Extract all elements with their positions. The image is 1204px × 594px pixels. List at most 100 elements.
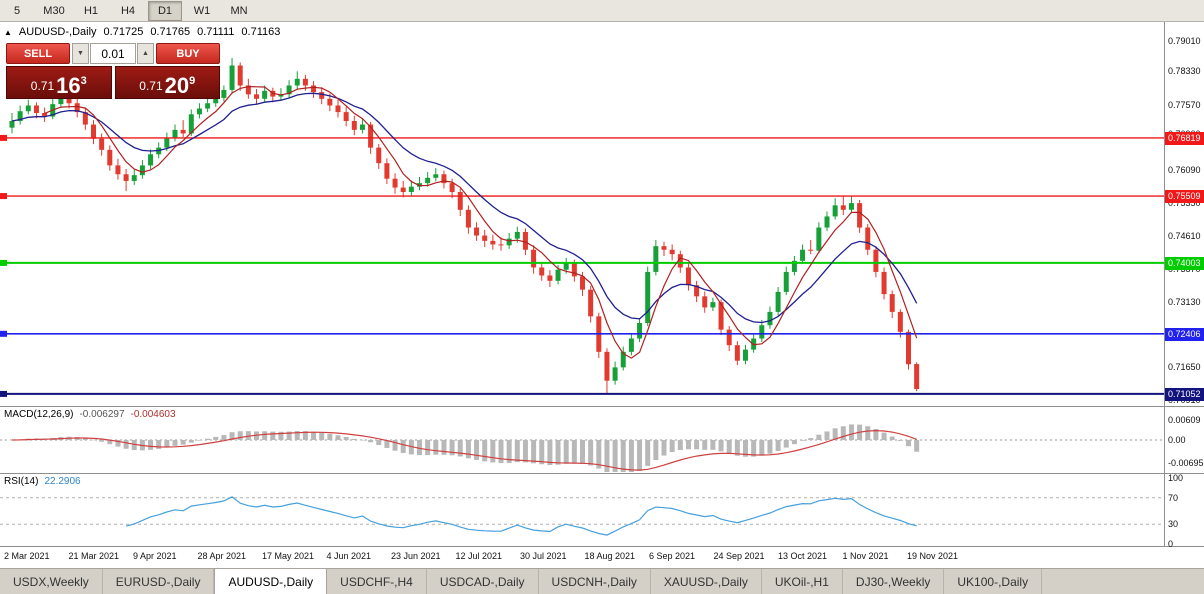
ohlc-low: 0.71111 <box>197 26 235 38</box>
line-left-marker <box>0 390 7 397</box>
timeframe-button-h4[interactable]: H4 <box>120 4 136 17</box>
date-tick-label: 13 Oct 2021 <box>778 551 828 561</box>
price-panel: ▲ AUDUSD-,Daily 0.71725 0.71765 0.71111 … <box>0 22 1204 407</box>
hline-price-label[interactable]: 0.74003 <box>1165 256 1204 270</box>
macd-main-value: -0.006297 <box>79 409 125 420</box>
macd-signal-value: -0.004603 <box>130 409 176 420</box>
macd-histogram <box>9 424 920 472</box>
ohlc-high: 0.71765 <box>150 26 191 38</box>
date-tick-label: 12 Jul 2021 <box>455 551 503 561</box>
line-left-marker <box>0 134 7 141</box>
macd-panel: MACD(12,26,9) -0.006297 -0.004603 0.0060… <box>0 407 1204 474</box>
chart-tab-eurusd-daily[interactable]: EURUSD-,Daily <box>103 569 215 594</box>
price-tick: 0.75350 <box>1168 198 1201 209</box>
price-tick: 0.77570 <box>1168 99 1201 110</box>
price-chart-canvas[interactable] <box>0 22 1165 406</box>
macd-scale-tick: 0.00609 <box>1168 414 1201 425</box>
ask-price-pipette: 9 <box>189 75 196 87</box>
date-tick-label: 17 May 2021 <box>262 551 315 561</box>
volume-increase-button[interactable]: ▲ <box>137 43 154 64</box>
rsi-scale-tick: 100 <box>1168 473 1184 483</box>
bid-price-display[interactable]: 0.71 16 3 <box>6 66 112 99</box>
one-click-collapse-icon[interactable]: ▲ <box>4 27 12 37</box>
chart-title: AUDUSD-,Daily <box>18 26 97 38</box>
ma-slow-line <box>11 92 918 324</box>
price-tick: 0.73130 <box>1168 296 1201 307</box>
timeframe-button-d1[interactable]: D1 <box>148 0 182 21</box>
price-tick: 0.79010 <box>1168 35 1201 46</box>
timeframe-toolbar: 5 M30 H1 H4 D1 W1 MN <box>0 0 1204 22</box>
ma-fast-line <box>44 85 918 359</box>
date-axis[interactable]: 2 Mar 2021 21 Mar 2021 9 Apr 2021 28 Apr 20… <box>0 547 1204 568</box>
chart-tab-audusd-daily[interactable]: AUDUSD-,Daily <box>214 569 328 594</box>
chart-tab-dj30-weekly[interactable]: DJ30-,Weekly <box>843 569 945 594</box>
bid-price-pipette: 3 <box>80 75 87 87</box>
hline-price-label[interactable]: 0.76819 <box>1165 131 1204 145</box>
macd-label: MACD(12,26,9) -0.006297 -0.004603 <box>4 409 176 420</box>
ohlc-header: ▲ AUDUSD-,Daily 0.71725 0.71765 0.71111 … <box>4 26 280 38</box>
one-click-trading-widget: SELL ▼ 0.01 ▲ BUY 0.71 16 3 0.71 20 9 <box>6 43 220 99</box>
line-left-marker <box>0 330 7 337</box>
timeframe-button-5[interactable]: 5 <box>13 4 21 17</box>
price-axis[interactable]: 0.790100.783300.775700.769000.760900.753… <box>1164 22 1204 406</box>
chart-tab-xauusd-daily[interactable]: XAUUSD-,Daily <box>651 569 762 594</box>
chart-tab-bar: USDX,Weekly EURUSD-,Daily AUDUSD-,Daily USD… <box>0 568 1204 594</box>
line-left-marker <box>0 193 7 200</box>
ask-price-digits: 20 <box>164 73 190 98</box>
ohlc-open: 0.71725 <box>103 26 144 38</box>
macd-signal-line <box>11 429 917 471</box>
chart-tab-uk100-daily[interactable]: UK100-,Daily <box>944 569 1043 594</box>
ask-price-display[interactable]: 0.71 20 9 <box>114 66 220 99</box>
chart-tab-usdcnh-daily[interactable]: USDCNH-,Daily <box>539 569 651 594</box>
price-tick: 0.71650 <box>1168 362 1201 373</box>
date-tick-label: 18 Aug 2021 <box>584 551 636 561</box>
rsi-line <box>125 496 917 536</box>
buy-button[interactable]: BUY <box>156 43 220 64</box>
volume-decrease-button[interactable]: ▼ <box>72 43 89 64</box>
date-tick-label: 23 Jun 2021 <box>391 551 441 561</box>
date-tick-label: 2 Mar 2021 <box>4 551 50 561</box>
date-tick-label: 24 Sep 2021 <box>713 551 765 561</box>
bid-price-digits: 16 <box>56 73 81 98</box>
hline-price-label[interactable]: 0.72406 <box>1165 327 1204 341</box>
rsi-chart-canvas[interactable] <box>0 474 1165 546</box>
macd-scale-tick: 0.00 <box>1168 435 1186 445</box>
rsi-scale-tick: 0 <box>1168 539 1174 549</box>
chart-tab-usdchf-h4[interactable]: USDCHF-,H4 <box>327 569 427 594</box>
horizontal-lines[interactable] <box>0 134 1164 397</box>
date-tick-label: 30 Jul 2021 <box>520 551 567 561</box>
bid-price-prefix: 0.71 <box>30 79 55 93</box>
date-tick-label: 9 Apr 2021 <box>133 551 177 561</box>
date-tick-label: 4 Jun 2021 <box>326 551 372 561</box>
macd-axis: 0.00609 0.00 -0.00695 <box>1164 407 1204 473</box>
date-tick-label: 1 Nov 2021 <box>842 551 889 561</box>
timeframe-button-w1[interactable]: W1 <box>193 4 211 17</box>
macd-chart-canvas[interactable] <box>0 407 1165 473</box>
sell-button[interactable]: SELL <box>6 43 70 64</box>
macd-scale-tick: -0.00695 <box>1168 457 1204 468</box>
price-tick: 0.76090 <box>1168 165 1201 176</box>
rsi-axis: 100 70 30 0 <box>1164 473 1204 549</box>
chart-tab-usdx-weekly[interactable]: USDX,Weekly <box>0 569 103 594</box>
date-tick-label: 19 Nov 2021 <box>907 551 959 561</box>
chart-tab-usdcad-daily[interactable]: USDCAD-,Daily <box>427 569 539 594</box>
rsi-scale-tick: 30 <box>1168 519 1179 530</box>
date-tick-label: 21 Mar 2021 <box>68 551 120 561</box>
timeframe-button-mn[interactable]: MN <box>230 4 248 17</box>
ask-price-prefix: 0.71 <box>139 79 163 93</box>
date-tick-label: 6 Sep 2021 <box>649 551 696 561</box>
chart-tab-ukoil-h1[interactable]: UKOil-,H1 <box>762 569 843 594</box>
price-tick: 0.74610 <box>1168 230 1201 241</box>
timeframe-button-h1[interactable]: H1 <box>83 4 99 17</box>
hline-price-label[interactable]: 0.71052 <box>1165 387 1204 401</box>
price-tick: 0.78330 <box>1168 65 1201 76</box>
candles <box>9 57 920 394</box>
line-left-marker <box>0 259 7 266</box>
hline-price-label[interactable]: 0.75509 <box>1165 190 1204 204</box>
ohlc-close: 0.71163 <box>241 26 281 38</box>
rsi-scale-tick: 70 <box>1168 492 1179 503</box>
timeframe-button-m30[interactable]: M30 <box>43 4 65 17</box>
volume-input[interactable]: 0.01 <box>90 43 136 64</box>
date-tick-label: 28 Apr 2021 <box>197 551 247 561</box>
